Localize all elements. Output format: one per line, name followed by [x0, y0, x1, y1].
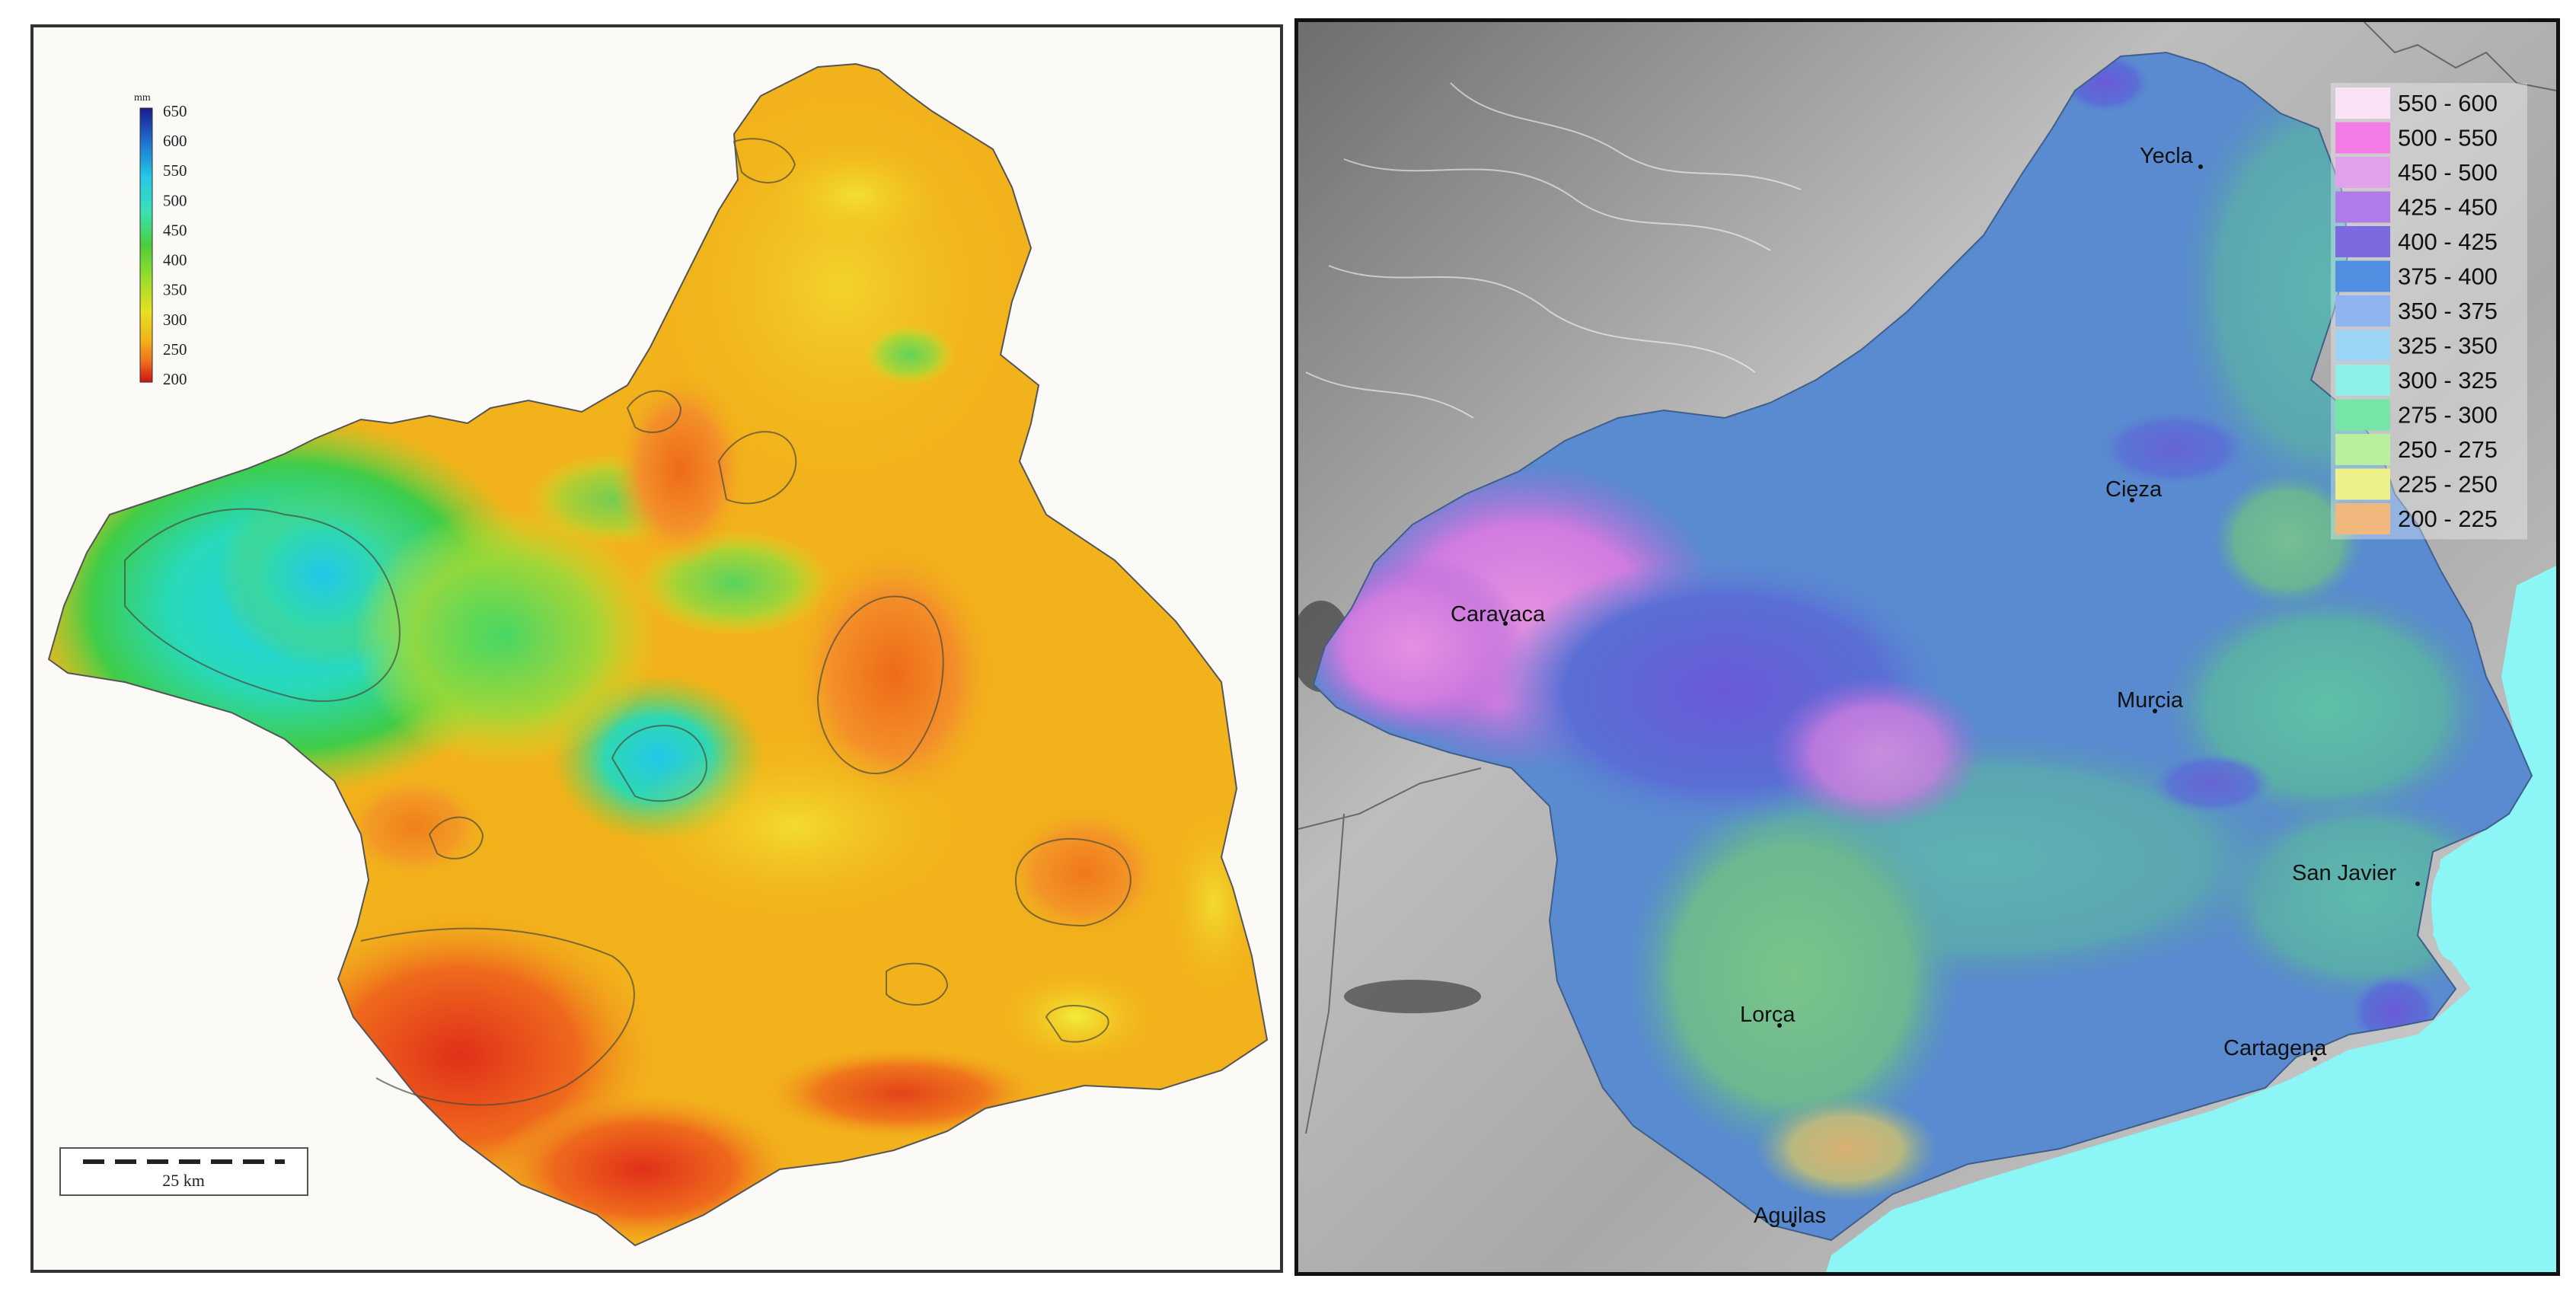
legend-label: 200 - 225 — [2398, 505, 2498, 532]
colorbar-unit: mm — [134, 92, 151, 104]
scale-bar-label: 25 km — [162, 1171, 205, 1190]
colorbar-tick-label: 500 — [163, 191, 187, 209]
legend-swatch — [2335, 434, 2390, 465]
legend-swatch — [2335, 260, 2390, 292]
colorbar: mm 650 600 550 500 450 400 350 300 250 200 — [134, 92, 187, 388]
colorbar-gradient — [139, 107, 153, 383]
precipitation-raster-map: mm 650 600 550 500 450 400 350 300 250 200 25 km — [30, 24, 1283, 1273]
colorbar-tick-label: 450 — [163, 221, 187, 239]
legend-label: 500 - 550 — [2398, 125, 2498, 151]
colorbar-ticks: 650 600 550 500 450 400 350 300 250 200 — [163, 102, 187, 388]
terrain-drainage-lines — [1305, 82, 1802, 419]
classified-precipitation-map: Yecla Cieza Caravaca Murcia San Javier L… — [1294, 18, 2560, 1276]
raster-map-canvas: mm 650 600 550 500 450 400 350 300 250 200 25 km — [47, 62, 1269, 1247]
legend-swatch — [2335, 191, 2390, 223]
city-label-caravaca: Caravaca — [1451, 602, 1546, 627]
legend-swatch — [2335, 468, 2390, 500]
colorbar-tick-label: 550 — [163, 161, 187, 180]
colorbar-tick-label: 400 — [163, 251, 187, 269]
city-label-aguilas: Aguilas — [1754, 1204, 1826, 1228]
legend-label: 250 - 275 — [2398, 436, 2498, 463]
city-label-cartagena: Cartagena — [2223, 1036, 2327, 1060]
legend-label: 425 - 450 — [2398, 194, 2498, 221]
contour-lines — [124, 138, 1132, 1106]
legend-label: 400 - 425 — [2398, 228, 2498, 255]
legend-label: 225 - 250 — [2398, 471, 2498, 498]
city-label-murcia: Murcia — [2117, 688, 2184, 713]
sea-area — [1826, 566, 2556, 1272]
colorbar-tick-label: 350 — [163, 281, 187, 299]
legend-label: 375 - 400 — [2398, 263, 2498, 290]
legend-swatch — [2335, 226, 2390, 257]
city-label-yecla: Yecla — [2140, 144, 2194, 168]
legend-label: 275 - 300 — [2398, 402, 2498, 429]
colorbar-tick-label: 600 — [163, 132, 187, 150]
legend-swatch — [2335, 157, 2390, 188]
legend-swatch — [2335, 122, 2390, 154]
admin-boundaries — [1298, 22, 2556, 1134]
legend-swatch — [2335, 330, 2390, 362]
legend-label: 550 - 600 — [2398, 90, 2498, 116]
lagoon — [2431, 867, 2477, 961]
legend-swatch — [2335, 295, 2390, 327]
legend-swatch — [2335, 365, 2390, 396]
classified-map-canvas: Yecla Cieza Caravaca Murcia San Javier L… — [1298, 22, 2556, 1272]
legend-label: 450 - 500 — [2398, 159, 2498, 186]
legend-swatch — [2335, 503, 2390, 534]
colorbar-tick-label: 250 — [163, 340, 187, 359]
city-label-san-javier: San Javier — [2292, 861, 2396, 885]
precipitation-surface — [49, 64, 1267, 1245]
city-labels: Yecla Cieza Caravaca Murcia San Javier L… — [1451, 144, 2420, 1228]
colorbar-tick-label: 650 — [163, 102, 187, 120]
colorbar-tick-label: 200 — [163, 370, 187, 388]
scale-bar: 25 km — [59, 1147, 308, 1196]
city-label-lorca: Lorca — [1740, 1003, 1796, 1027]
colorbar-tick-label: 300 — [163, 311, 187, 329]
legend-label: 325 - 350 — [2398, 333, 2498, 359]
legend-swatch — [2335, 399, 2390, 431]
legend-label: 350 - 375 — [2398, 298, 2498, 324]
region-outline — [47, 62, 1269, 1247]
legend: 550 - 600 500 - 550 450 - 500 425 - 450 400 … — [2331, 83, 2527, 540]
city-label-cieza: Cieza — [2105, 477, 2163, 502]
legend-label: 300 - 325 — [2398, 367, 2498, 394]
legend-swatch — [2335, 88, 2390, 119]
